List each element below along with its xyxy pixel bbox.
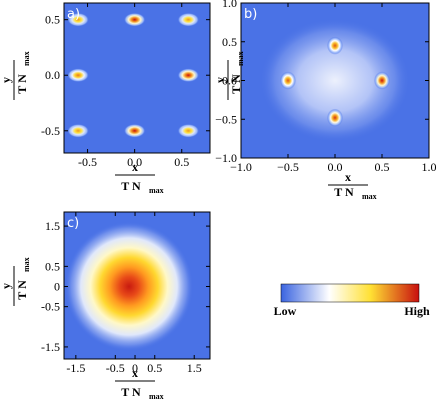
panel-label: a): [67, 7, 80, 22]
x-axis-label-bottom: T N: [121, 179, 141, 193]
y-axis-label-subscript: max: [236, 51, 245, 66]
heatmap-peak: [123, 123, 146, 138]
y-tick-label: 0.5: [45, 13, 60, 27]
x-tick-label: 0: [132, 361, 138, 375]
y-tick-label: −0.5: [215, 112, 237, 126]
colorbar-high-label: High: [404, 304, 430, 318]
heatmap-area: [64, 3, 210, 153]
y-axis-label-bottom: T N: [229, 74, 243, 94]
x-axis-label-subscript: max: [149, 392, 164, 401]
heatmap-peak: [67, 68, 90, 83]
heatmap-peak: [67, 12, 90, 27]
x-axis-label-subscript: max: [362, 192, 377, 201]
x-axis-label-bottom: T N: [121, 385, 141, 399]
x-tick-label: -0.5: [106, 361, 125, 375]
panel-b: b)−1.0 −0.5 0.0 0.5 1.01.00.50.0−0.5−1.0xT N…: [213, 0, 436, 201]
heatmap-peak: [123, 12, 146, 27]
heatmap-peak: [327, 108, 343, 127]
y-tick-label: -1.5: [41, 340, 60, 354]
heatmap-peak: [374, 71, 390, 90]
x-axis-label-bottom: T N: [334, 185, 354, 199]
heatmap-peak: [327, 36, 343, 55]
panel-label: c): [67, 216, 79, 231]
y-tick-label: 1.5: [45, 219, 60, 233]
plot-frame: [63, 2, 211, 154]
y-axis-label-top: y: [0, 283, 13, 289]
y-axis-label-subscript: max: [22, 257, 31, 272]
y-axis-label-top: y: [213, 77, 227, 83]
heatmap-peak: [177, 123, 200, 138]
x-tick-label: 1.5: [187, 361, 202, 375]
x-axis-label-subscript: max: [149, 186, 164, 195]
colorbar-gradient: [280, 283, 420, 303]
y-tick-label: −1.0: [215, 151, 237, 165]
x-tick-label: 0.0: [127, 155, 142, 169]
heatmap-peak: [177, 12, 200, 27]
x-tick-label: 1.0: [422, 160, 436, 174]
diffuse-background: [259, 18, 411, 143]
x-tick-label: −0.5: [277, 160, 299, 174]
x-tick-label: −1.0: [230, 160, 252, 174]
x-tick-label: -1.5: [66, 361, 85, 375]
x-tick-label: 0.5: [174, 155, 189, 169]
x-axis-label-top: x: [345, 170, 351, 184]
x-axis-label-top: x: [132, 160, 138, 174]
y-axis-label-bottom: T N: [15, 280, 29, 300]
y-tick-label: -0.5: [41, 300, 60, 314]
heatmap-peak: [67, 123, 90, 138]
central-peak: [64, 221, 194, 352]
y-tick-label: 0.0: [222, 74, 237, 88]
x-axis-label-top: x: [132, 366, 138, 380]
y-tick-label: 0.5: [222, 35, 237, 49]
heatmap-area: [241, 3, 429, 158]
y-axis-label-bottom: T N: [15, 74, 29, 94]
y-axis-label-top: y: [0, 77, 13, 83]
y-tick-label: 1.0: [222, 0, 237, 10]
colorbar: Low High: [274, 283, 430, 318]
heatmap-peak: [280, 71, 296, 90]
x-tick-label: -0.5: [78, 155, 97, 169]
x-tick-label: 0.0: [328, 160, 343, 174]
plot-frame: [63, 211, 211, 360]
y-tick-label: 0.0: [45, 68, 60, 82]
x-tick-label: 0.5: [375, 160, 390, 174]
y-tick-label: 0.5: [45, 259, 60, 273]
panel-label: b): [244, 7, 257, 22]
y-axis-label-subscript: max: [22, 51, 31, 66]
y-tick-label: 0: [54, 280, 60, 294]
x-tick-label: 0.5: [147, 361, 162, 375]
heatmap-peak: [177, 68, 200, 83]
heatmap-area: [64, 212, 210, 359]
colorbar-low-label: Low: [274, 304, 297, 318]
y-tick-label: -0.5: [41, 124, 60, 138]
